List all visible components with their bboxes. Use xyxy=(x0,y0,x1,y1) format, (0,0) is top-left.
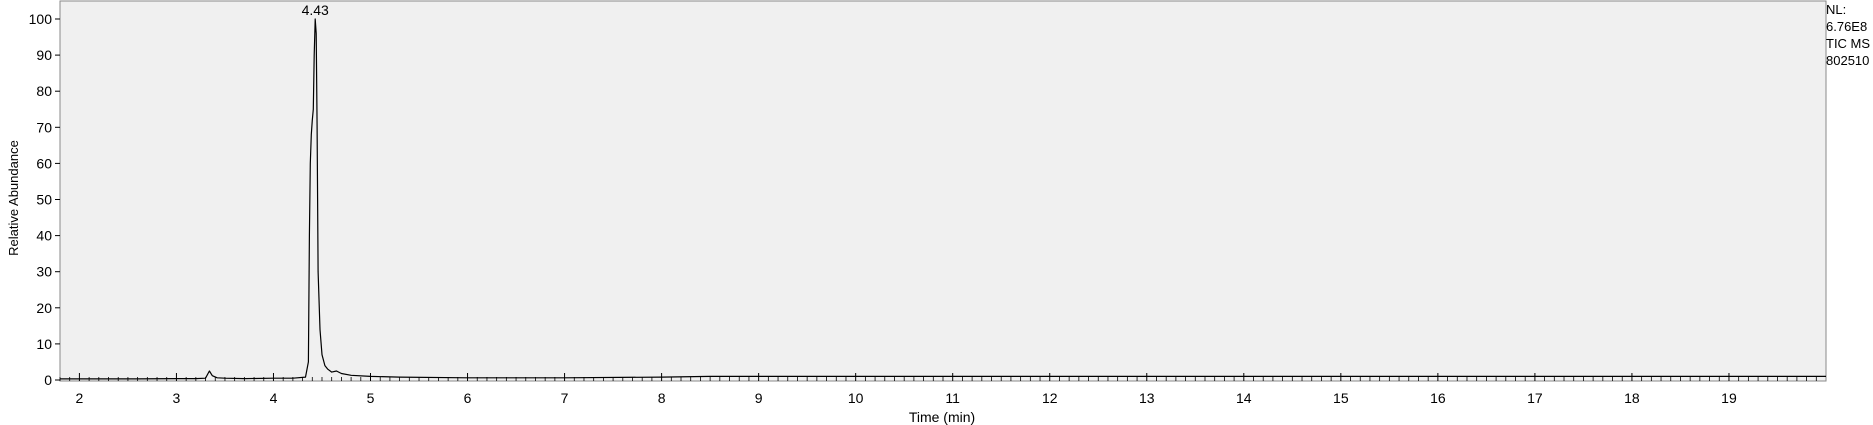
x-tick-label: 17 xyxy=(1527,390,1543,406)
x-tick-label: 5 xyxy=(367,390,375,406)
nl-label: NL: xyxy=(1826,2,1847,17)
y-tick-label: 30 xyxy=(36,264,52,280)
x-tick-label: 11 xyxy=(945,390,960,406)
y-tick-label: 50 xyxy=(36,192,52,208)
nl-value: 6.76E8 xyxy=(1826,19,1868,34)
y-tick-label: 20 xyxy=(36,300,52,316)
y-tick-label: 10 xyxy=(36,336,52,352)
y-tick-label: 70 xyxy=(36,119,52,135)
file-identifier: 802510 xyxy=(1826,53,1870,68)
y-tick-label: 60 xyxy=(36,155,52,171)
y-axis-label: Relative Abundance xyxy=(6,140,21,256)
x-tick-label: 6 xyxy=(464,390,472,406)
x-tick-label: 8 xyxy=(658,390,666,406)
y-tick-label: 80 xyxy=(36,83,52,99)
x-tick-label: 4 xyxy=(270,390,278,406)
x-tick-label: 2 xyxy=(76,390,84,406)
x-tick-label: 3 xyxy=(173,390,181,406)
scan-info-panel: NL: 6.76E8 TIC MS 802510 xyxy=(1826,1,1873,69)
x-tick-label: 10 xyxy=(848,390,864,406)
x-tick-label: 16 xyxy=(1430,390,1446,406)
x-tick-label: 19 xyxy=(1721,390,1737,406)
y-tick-label: 100 xyxy=(29,11,53,27)
x-axis-label: Time (min) xyxy=(909,409,975,425)
plot-area xyxy=(59,0,1827,382)
y-tick-label: 40 xyxy=(36,228,52,244)
peak-annotations: 4.43 xyxy=(302,2,329,18)
y-tick-label: 90 xyxy=(36,47,52,63)
x-tick-label: 14 xyxy=(1236,390,1252,406)
y-tick-label: 0 xyxy=(44,372,52,388)
x-tick-label: 7 xyxy=(561,390,569,406)
x-tick-label: 18 xyxy=(1624,390,1640,406)
x-tick-label: 13 xyxy=(1139,390,1155,406)
x-tick-label: 9 xyxy=(755,390,763,406)
series-line-tic xyxy=(60,18,1826,380)
y-axis-ticks: 0 10 20 30 40 50 60 70 80 90 100 xyxy=(29,11,60,388)
scan-filter-label: TIC MS xyxy=(1826,36,1871,51)
peak-label: 4.43 xyxy=(302,2,329,18)
x-tick-label: 15 xyxy=(1333,390,1349,406)
x-tick-label: 12 xyxy=(1042,390,1058,406)
